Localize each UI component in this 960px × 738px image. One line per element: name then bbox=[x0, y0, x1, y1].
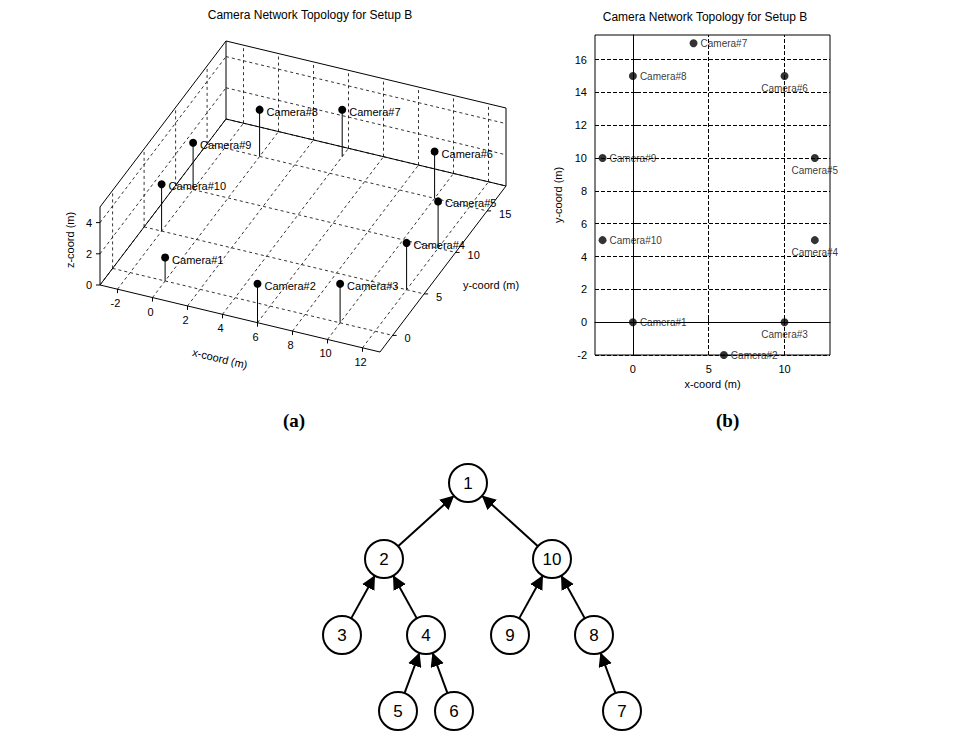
svg-text:Camera#7: Camera#7 bbox=[701, 38, 748, 49]
svg-text:Camera#3: Camera#3 bbox=[761, 328, 808, 340]
svg-text:5: 5 bbox=[393, 702, 402, 721]
svg-text:2: 2 bbox=[86, 248, 92, 260]
html-text:(a): (a) bbox=[283, 410, 306, 431]
svg-text:Camera#3: Camera#3 bbox=[347, 280, 398, 292]
svg-text:-2: -2 bbox=[111, 297, 121, 309]
svg-text:4: 4 bbox=[421, 626, 430, 645]
svg-text:x-coord (m): x-coord (m) bbox=[684, 378, 740, 390]
svg-text:Camera#1: Camera#1 bbox=[172, 254, 223, 266]
svg-text:Camera#5: Camera#5 bbox=[445, 197, 496, 209]
svg-text:Camera#8: Camera#8 bbox=[640, 71, 687, 82]
svg-text:9: 9 bbox=[505, 626, 514, 645]
svg-text:10: 10 bbox=[319, 347, 331, 359]
svg-text:8: 8 bbox=[581, 185, 587, 197]
svg-text:Camera#5: Camera#5 bbox=[791, 165, 838, 176]
svg-text:Camera#4: Camera#4 bbox=[791, 247, 838, 258]
svg-text:8: 8 bbox=[287, 339, 293, 351]
svg-text:12: 12 bbox=[354, 356, 366, 368]
svg-text:2: 2 bbox=[182, 314, 188, 326]
svg-text:x-coord (m): x-coord (m) bbox=[191, 346, 248, 371]
svg-text:4: 4 bbox=[86, 217, 92, 229]
html-text:(b): (b) bbox=[716, 410, 740, 431]
svg-text:12: 12 bbox=[575, 119, 587, 131]
svg-text:1: 1 bbox=[463, 474, 472, 493]
svg-text:10: 10 bbox=[543, 550, 562, 569]
svg-text:Camera Network Topology for Se: Camera Network Topology for Setup B bbox=[208, 8, 413, 22]
svg-text:Camera#10: Camera#10 bbox=[169, 180, 226, 192]
svg-text:z-coord (m): z-coord (m) bbox=[64, 212, 76, 268]
svg-text:10: 10 bbox=[468, 249, 480, 261]
svg-text:4: 4 bbox=[581, 251, 587, 263]
svg-text:0: 0 bbox=[581, 316, 587, 328]
svg-text:Camera#4: Camera#4 bbox=[414, 239, 465, 251]
svg-text:5: 5 bbox=[436, 291, 442, 303]
svg-text:5: 5 bbox=[706, 363, 712, 375]
svg-text:15: 15 bbox=[499, 208, 511, 220]
svg-text:y-coord (m): y-coord (m) bbox=[552, 167, 564, 223]
svg-text:Camera Network Topology for Se: Camera Network Topology for Setup B bbox=[603, 10, 808, 24]
svg-text:2: 2 bbox=[379, 550, 388, 569]
svg-text:6: 6 bbox=[449, 702, 458, 721]
svg-text:4: 4 bbox=[217, 322, 223, 334]
svg-text:0: 0 bbox=[86, 279, 92, 291]
svg-text:10: 10 bbox=[778, 363, 790, 375]
svg-text:-2: -2 bbox=[577, 349, 587, 361]
svg-text:Camera#10: Camera#10 bbox=[610, 235, 663, 246]
svg-text:Camera#9: Camera#9 bbox=[200, 139, 251, 151]
svg-text:y-coord (m): y-coord (m) bbox=[463, 279, 519, 291]
svg-text:Camera#1: Camera#1 bbox=[639, 316, 687, 328]
svg-text:6: 6 bbox=[252, 331, 258, 343]
svg-text:0: 0 bbox=[405, 332, 411, 344]
svg-text:Camera#6: Camera#6 bbox=[761, 82, 808, 94]
svg-text:6: 6 bbox=[581, 218, 587, 230]
svg-text:0: 0 bbox=[147, 306, 153, 318]
svg-text:3: 3 bbox=[337, 626, 346, 645]
svg-text:8: 8 bbox=[589, 626, 598, 645]
svg-text:Camera#8: Camera#8 bbox=[267, 106, 318, 118]
svg-text:Camera#7: Camera#7 bbox=[349, 106, 400, 118]
svg-text:Camera#6: Camera#6 bbox=[442, 148, 493, 160]
svg-text:Camera#2: Camera#2 bbox=[730, 349, 778, 361]
svg-text:16: 16 bbox=[575, 54, 587, 66]
svg-text:7: 7 bbox=[617, 702, 626, 721]
svg-text:0: 0 bbox=[630, 363, 636, 375]
svg-text:14: 14 bbox=[575, 86, 587, 98]
svg-text:10: 10 bbox=[575, 152, 587, 164]
svg-text:Camera#2: Camera#2 bbox=[265, 280, 316, 292]
svg-text:2: 2 bbox=[581, 283, 587, 295]
